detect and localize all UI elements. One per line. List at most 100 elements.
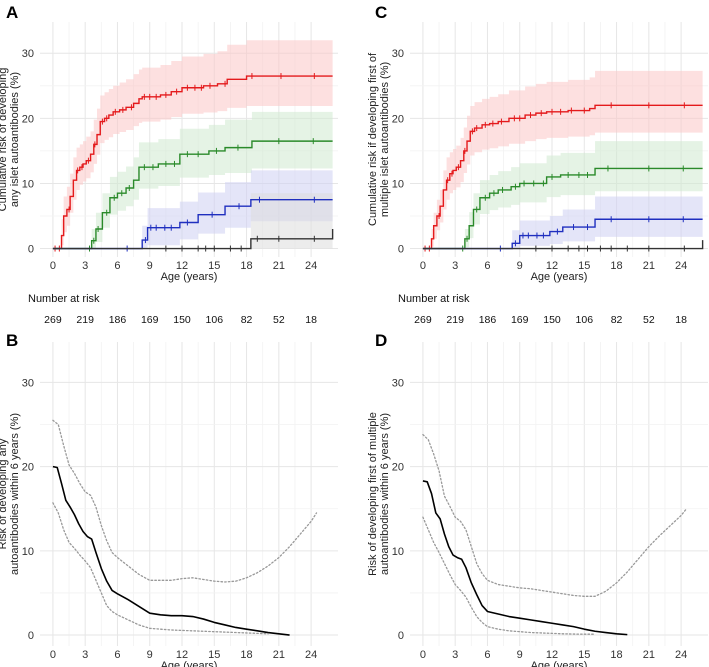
gridlines xyxy=(40,342,338,646)
risk-count: 150 xyxy=(543,314,561,326)
km-curve-black xyxy=(52,229,334,250)
ci-band-green xyxy=(52,111,333,249)
x-tick-label: 6 xyxy=(114,649,120,661)
y-axis-title-line: autoantibodies within 6 years (%) xyxy=(9,413,21,575)
risk-count: 82 xyxy=(241,314,253,326)
x-tick-label: 9 xyxy=(147,260,153,272)
risk-count: 186 xyxy=(479,314,497,326)
x-tick-label: 0 xyxy=(50,260,56,272)
x-axis-title: Age (years) xyxy=(531,660,588,667)
x-tick-label: 24 xyxy=(675,260,687,272)
y-axis-title-line: any islet autoantibodies (%) xyxy=(9,72,21,207)
risk-count: 106 xyxy=(576,314,594,326)
x-tick-label: 15 xyxy=(578,260,590,272)
x-tick-label: 6 xyxy=(114,260,120,272)
x-tick-label: 15 xyxy=(208,260,220,272)
y-tick-label: 20 xyxy=(22,113,34,125)
y-tick-label: 10 xyxy=(392,546,404,558)
x-tick-label: 21 xyxy=(643,649,655,661)
risk-count: 269 xyxy=(44,314,62,326)
ci-band-black xyxy=(52,118,333,249)
ci-band-red xyxy=(422,70,703,249)
x-tick-label: 15 xyxy=(208,649,220,661)
panel-label: D xyxy=(375,331,387,350)
risk-count: 169 xyxy=(511,314,529,326)
x-tick-label: 3 xyxy=(452,649,458,661)
y-axis-title-line: Cumulative risk if developing first of xyxy=(367,52,379,226)
panel-d: 0 10 20 30 0 3 6 9 12 15 18 21 24 Age (years) Risk of … xyxy=(367,331,708,667)
km-curve-red xyxy=(422,104,703,250)
curve-lower xyxy=(422,516,596,635)
curve-estimate xyxy=(422,480,628,636)
y-axis-title-line: multiple islet autoantibodies (%) xyxy=(379,62,391,217)
y-axis-title: Risk of developing anyautoantibodies wit… xyxy=(0,413,21,575)
y-tick-label: 10 xyxy=(392,178,404,190)
x-tick-label: 18 xyxy=(610,649,622,661)
y-tick-label: 0 xyxy=(28,630,34,642)
y-axis-title: Cumulative risk if developing first ofmu… xyxy=(367,52,391,226)
number-at-risk-label: Number at risk xyxy=(398,293,470,305)
risk-count: 219 xyxy=(446,314,464,326)
risk-count: 269 xyxy=(414,314,432,326)
risk-count: 18 xyxy=(675,314,687,326)
x-tick-label: 9 xyxy=(517,260,523,272)
km-curve-green xyxy=(422,167,703,250)
y-axis-title: Risk of developing first of multipleauto… xyxy=(367,412,391,576)
y-tick-label: 30 xyxy=(392,48,404,60)
y-axis-title-line: Cumulative risk of developing xyxy=(0,68,9,212)
x-tick-label: 3 xyxy=(82,260,88,272)
y-axis-title-line: Risk of developing any xyxy=(0,438,9,549)
x-tick-label: 12 xyxy=(546,649,558,661)
km-curve-blue xyxy=(52,199,333,250)
ci-band-blue xyxy=(422,196,703,249)
risk-count: 186 xyxy=(109,314,127,326)
y-tick-label: 30 xyxy=(22,377,34,389)
y-axis-title-line: Risk of developing first of multiple xyxy=(367,412,379,576)
km-curve-red xyxy=(52,75,333,250)
x-tick-label: 21 xyxy=(273,649,285,661)
x-tick-label: 9 xyxy=(147,649,153,661)
x-axis-title: Age (years) xyxy=(531,271,588,283)
x-tick-label: 24 xyxy=(305,649,317,661)
panel-c: 0 10 20 30 0 3 6 9 12 15 18 21 24 Age (years) Cumulati… xyxy=(367,3,708,326)
y-tick-label: 10 xyxy=(22,546,34,558)
y-tick-label: 20 xyxy=(392,462,404,474)
y-tick-label: 30 xyxy=(392,377,404,389)
x-tick-label: 18 xyxy=(610,260,622,272)
y-axis-title-line: autoantibodies within 6 years (%) xyxy=(379,413,391,575)
y-tick-label: 20 xyxy=(392,113,404,125)
risk-count: 18 xyxy=(305,314,317,326)
gridlines xyxy=(410,342,708,646)
x-tick-label: 15 xyxy=(578,649,590,661)
number-at-risk-label: Number at risk xyxy=(28,293,100,305)
curve-upper xyxy=(52,419,318,583)
y-axis-title: Cumulative risk of developingany islet a… xyxy=(0,68,21,212)
x-tick-label: 18 xyxy=(240,649,252,661)
x-tick-label: 12 xyxy=(176,649,188,661)
panel-b: 0 10 20 30 0 3 6 9 12 15 18 21 24 Age (years) Risk of … xyxy=(0,331,338,667)
ci-band-blue xyxy=(52,170,333,249)
risk-count: 169 xyxy=(141,314,159,326)
risk-count: 219 xyxy=(76,314,94,326)
risk-count: 150 xyxy=(173,314,191,326)
x-tick-label: 0 xyxy=(420,649,426,661)
km-curve-green xyxy=(52,140,333,250)
risk-count: 82 xyxy=(611,314,623,326)
x-tick-label: 3 xyxy=(82,649,88,661)
x-tick-label: 12 xyxy=(176,260,188,272)
y-tick-label: 0 xyxy=(398,244,404,256)
x-tick-label: 0 xyxy=(420,260,426,272)
x-tick-label: 0 xyxy=(50,649,56,661)
x-tick-label: 24 xyxy=(675,649,687,661)
panel-label: A xyxy=(6,3,18,22)
panel-label: C xyxy=(375,3,387,22)
panel-label: B xyxy=(6,331,18,350)
x-tick-label: 6 xyxy=(484,260,490,272)
curve-estimate xyxy=(52,465,290,636)
ci-band-red xyxy=(52,40,333,249)
y-tick-label: 0 xyxy=(398,630,404,642)
x-tick-label: 21 xyxy=(273,260,285,272)
y-tick-label: 20 xyxy=(22,462,34,474)
y-tick-label: 0 xyxy=(28,244,34,256)
x-tick-label: 18 xyxy=(240,260,252,272)
